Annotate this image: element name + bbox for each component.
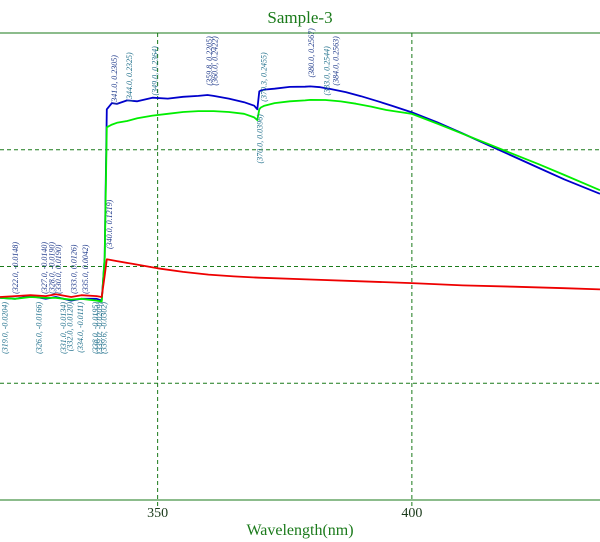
data-label: (331.0, -0.0134) [59,302,68,354]
data-label: (360.0, 0.2422) [211,36,220,86]
chart-title: Sample-3 [267,8,332,27]
data-label: (319.0, -0.0204) [1,302,10,354]
data-label: (340.0, 0.1219) [105,199,114,249]
x-axis-label: Wavelength(nm) [246,522,353,539]
data-label: (338.0, -0.0195) [91,302,100,354]
data-label: (326.0, -0.0166) [35,302,44,354]
data-label: (339.6, -0.0302) [99,302,108,354]
data-label: (344.0, 0.2325) [125,52,134,102]
data-label: (370.0, 0.0396) [255,114,264,164]
data-label: (334.0, -0.0111) [76,302,85,353]
data-label: (328.0, -0.0190) [47,242,56,294]
data-label: (370.3, 0.2455) [259,52,268,102]
data-label: (335.0, 0.0042) [81,244,90,294]
data-label: (330.0, 0.0190) [54,244,63,294]
series-line-3 [0,258,600,298]
series-line-2 [0,99,600,303]
data-label: (359.8, 0.2205) [205,36,214,86]
data-label: (332.0, 0.0120) [66,302,75,352]
grid [0,32,600,506]
data-label: (384.0, 0.2563) [332,36,341,86]
x-tick-labels: 350 400 [147,506,422,521]
data-label: (383.0, 0.2544) [323,46,332,96]
data-label: (322.0, -0.0148) [11,242,20,294]
data-label: (333.0, 0.0126) [69,244,78,294]
x-tick-label: 400 [401,506,422,521]
series-line-1 [0,85,600,302]
data-label: (349.0, 0.2364) [151,46,160,96]
x-tick-label: 350 [147,506,168,521]
data-label: (327.0, -0.0140) [40,242,49,294]
data-label: (339.0, -0.0209) [95,302,104,354]
data-label: (341.0, 0.2305) [110,55,119,105]
annotation-layer: (319.0, -0.0204)(322.0, -0.0148) (326.0, … [1,28,341,354]
series-layer [0,85,600,303]
data-label: (380.0, 0.2567) [307,28,316,78]
